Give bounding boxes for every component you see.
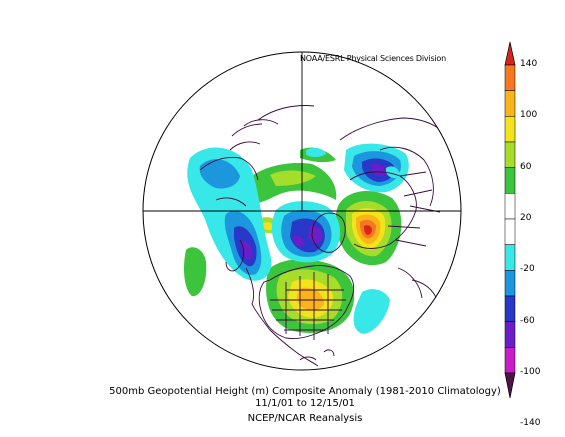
colorbar-bin (504, 141, 516, 168)
map-boundary (142, 51, 462, 371)
anomaly-field (184, 143, 409, 334)
pacific-negative-anomaly (184, 147, 272, 297)
colorbar-bin (504, 321, 516, 348)
colorbar-bin (504, 347, 516, 374)
colorbar-bin (504, 64, 516, 91)
colorbar-tick-label: 60 (520, 161, 532, 172)
colorbar-bin (504, 244, 516, 271)
colorbar-bin (504, 270, 516, 297)
colorbar-bin (504, 90, 516, 117)
europe-positive-anomaly (335, 191, 402, 266)
colorbar-tick-label: 20 (520, 213, 532, 223)
colorbar-bin (504, 295, 516, 322)
caption-source: NCEP/NCAR Reanalysis (247, 413, 363, 424)
asia-negative-anomaly (306, 143, 409, 193)
north-america-positive-anomaly (266, 259, 355, 333)
colorbar-tick-label: -60 (520, 315, 535, 326)
caption-title: 500mb Geopotential Height (m) Composite … (109, 386, 501, 397)
colorbar-bin (504, 116, 516, 143)
coastlines (199, 105, 449, 367)
colorbar-tick-label: -140 (520, 418, 541, 429)
colorbar-bin (504, 193, 516, 220)
colorbar-tick-label: 100 (520, 110, 538, 121)
colorbar-tick-label: -20 (520, 264, 535, 275)
colorbar-bottom-arrow (504, 372, 516, 399)
arctic-negative-anomaly (271, 201, 341, 263)
colorbar-tick-label: 140 (520, 59, 538, 69)
credit-text: NOAA/ESRL Physical Sciences Division (300, 54, 446, 63)
caption-dates: 11/1/01 to 12/15/01 (255, 398, 355, 409)
colorbar (504, 41, 516, 399)
colorbar-bin (504, 167, 516, 194)
colorbar-tick-label: -100 (520, 367, 541, 377)
colorbar-top-arrow (504, 41, 516, 66)
colorbar-bin (504, 218, 516, 245)
graticule (143, 52, 461, 212)
